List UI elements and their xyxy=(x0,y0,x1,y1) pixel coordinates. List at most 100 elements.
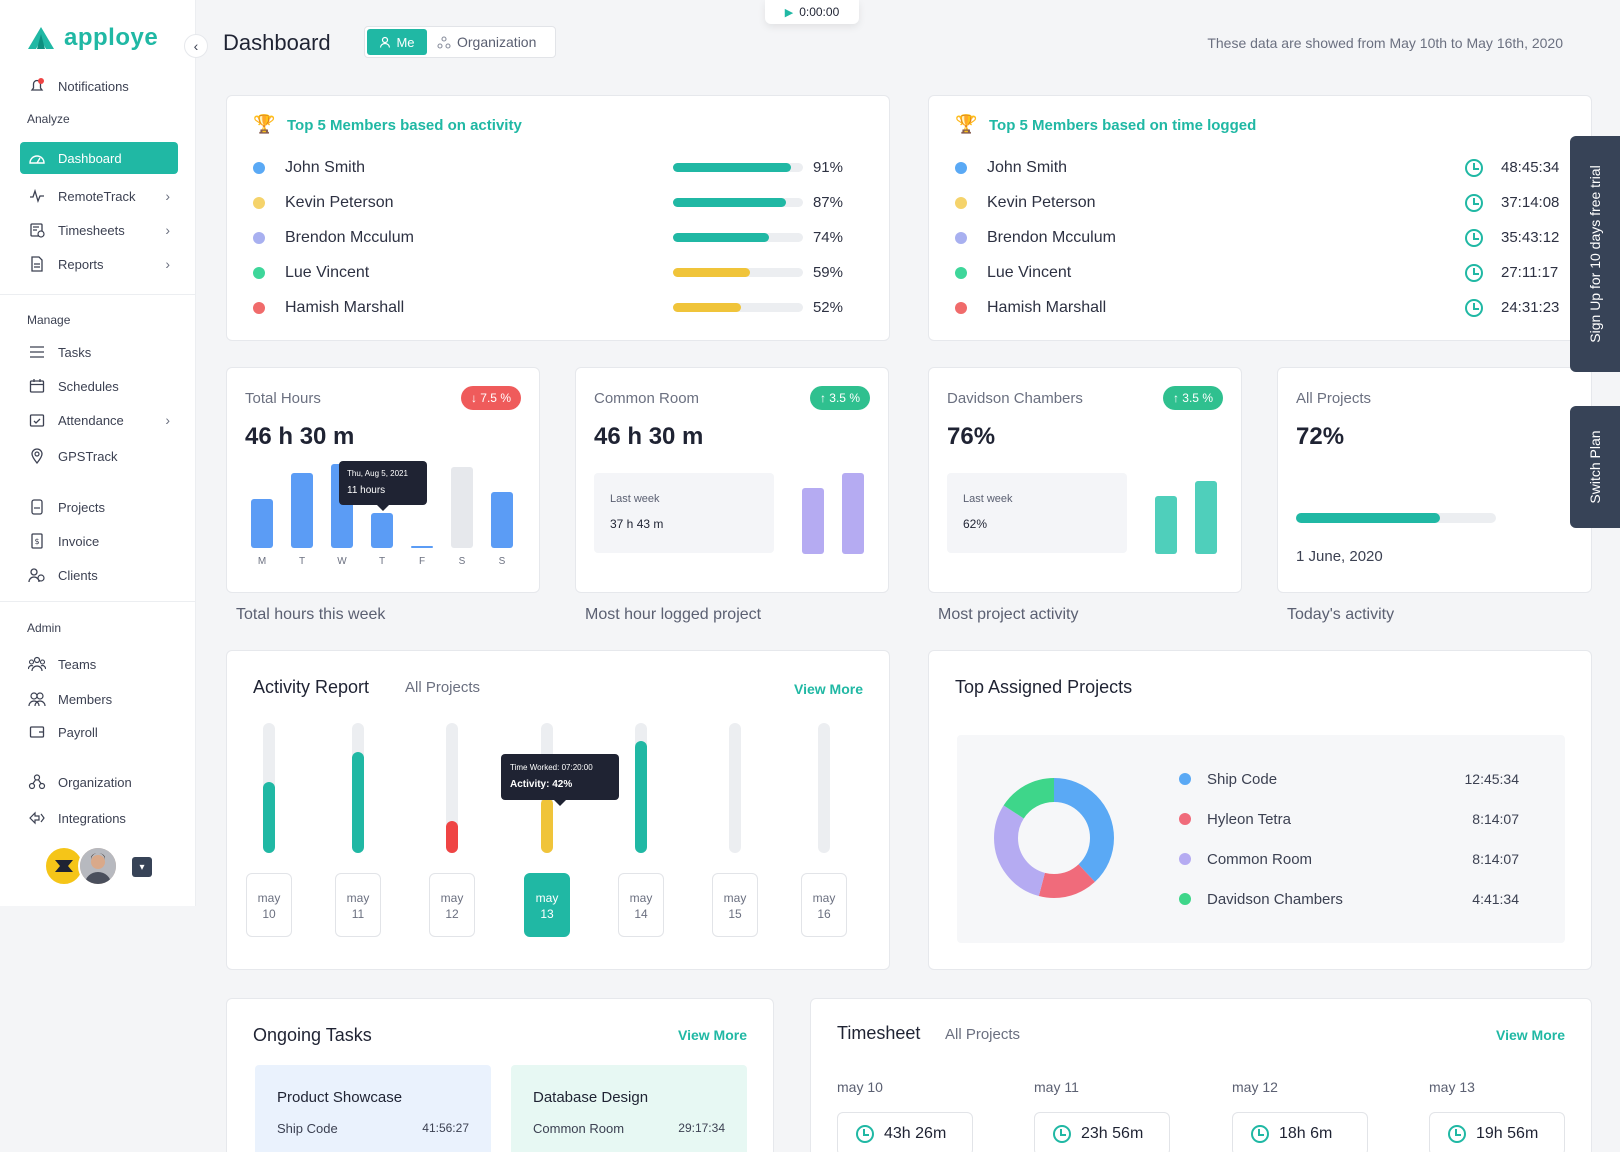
timer-widget[interactable]: ▶ 0:00:00 xyxy=(765,0,859,24)
stat-label: Total Hours xyxy=(245,390,321,407)
date-pill[interactable]: may 15 xyxy=(712,873,758,937)
project-filter[interactable]: All Projects xyxy=(405,679,481,696)
logo[interactable]: apploye xyxy=(26,24,158,52)
view-more-link[interactable]: View More xyxy=(678,1027,747,1043)
sidebar-item-label: Members xyxy=(58,691,113,707)
sidebar-item-timesheets[interactable]: Timesheets › xyxy=(20,214,178,246)
timesheet-entry[interactable]: 19h 56m xyxy=(1429,1112,1565,1152)
sidebar-item-dashboard[interactable]: Dashboard xyxy=(20,142,178,174)
date-pill[interactable]: may 11 xyxy=(335,873,381,937)
member-row: Hamish Marshall xyxy=(955,297,1106,319)
timesheet-entry[interactable]: 43h 26m xyxy=(837,1112,973,1152)
member-name: Hamish Marshall xyxy=(987,299,1107,316)
sidebar-item-organization[interactable]: Organization xyxy=(20,766,178,798)
member-dot xyxy=(955,162,967,174)
sidebar-item-attendance[interactable]: Attendance › xyxy=(20,404,178,436)
section-title: Top Assigned Projects xyxy=(955,677,1133,697)
donut-slice[interactable] xyxy=(994,778,1114,898)
card-title: Top 5 Members based on activity xyxy=(287,117,522,134)
sidebar-item-gpstrack[interactable]: GPSTrack xyxy=(20,440,178,472)
clock-icon xyxy=(1448,1125,1466,1143)
view-more-link[interactable]: View More xyxy=(794,681,863,697)
payroll-icon xyxy=(28,723,46,741)
legend-name: Ship Code xyxy=(1207,770,1278,788)
sidebar-item-clients[interactable]: Clients xyxy=(20,559,178,591)
invoice-icon: $ xyxy=(28,532,46,550)
sidebar-item-integrations[interactable]: Integrations xyxy=(20,802,178,834)
sidebar-item-schedules[interactable]: Schedules xyxy=(20,370,178,402)
sidebar-item-teams[interactable]: Teams xyxy=(20,648,178,680)
sidebar-item-label: Schedules xyxy=(58,378,119,394)
account-dropdown-button[interactable]: ▾ xyxy=(132,857,152,877)
stat-value: 72% xyxy=(1296,423,1345,450)
view-more-link[interactable]: View More xyxy=(1496,1027,1565,1043)
activity-track[interactable] xyxy=(446,723,458,853)
toggle-me-button[interactable]: Me xyxy=(367,29,427,55)
sidebar-item-projects[interactable]: Projects xyxy=(20,491,178,523)
member-dot xyxy=(955,197,967,209)
timesheet-entry[interactable]: 23h 56m xyxy=(1034,1112,1170,1152)
sidebar-item-remotetrack[interactable]: RemoteTrack › xyxy=(20,180,178,212)
activity-track[interactable] xyxy=(263,723,275,853)
week-bar[interactable] xyxy=(251,499,273,548)
collapse-sidebar-button[interactable]: ‹ xyxy=(184,34,208,58)
sidebar-item-notifications[interactable]: Notifications xyxy=(20,70,178,102)
sidebar-item-label: Payroll xyxy=(58,724,98,740)
week-bar[interactable] xyxy=(411,546,433,548)
switch-plan-tab[interactable]: Switch Plan xyxy=(1570,406,1620,528)
activity-track[interactable] xyxy=(818,723,830,853)
date-pill[interactable]: may 16 xyxy=(801,873,847,937)
week-bar[interactable] xyxy=(371,512,393,548)
clock-icon xyxy=(1465,299,1483,317)
member-dot xyxy=(253,197,265,209)
week-bar[interactable] xyxy=(451,467,473,548)
sidebar-item-members[interactable]: Members xyxy=(20,683,178,715)
activity-track[interactable] xyxy=(635,723,647,853)
toggle-me-label: Me xyxy=(396,34,415,50)
organization-icon xyxy=(437,35,451,49)
activity-level xyxy=(352,751,364,853)
activity-track[interactable] xyxy=(352,723,364,853)
toggle-organization-button[interactable]: Organization xyxy=(437,34,536,50)
avatar[interactable] xyxy=(78,846,118,886)
sidebar-item-invoice[interactable]: $ Invoice xyxy=(20,525,178,557)
week-bar[interactable] xyxy=(491,492,513,548)
date-pill[interactable]: may 13 xyxy=(524,873,570,937)
timesheet-hours: 23h 56m xyxy=(1081,1125,1144,1142)
activity-track[interactable] xyxy=(729,723,741,853)
donut-slice[interactable] xyxy=(994,778,1114,898)
free-trial-tab[interactable]: Sign Up for 10 days free trial xyxy=(1570,136,1620,372)
timesheet-icon xyxy=(28,221,46,239)
date-month: may xyxy=(440,891,464,905)
task-card[interactable]: Product Showcase Ship Code 41:56:27 xyxy=(255,1065,491,1152)
timesheet-entry[interactable]: 18h 6m xyxy=(1232,1112,1368,1152)
last-week-value: 62% xyxy=(963,517,988,531)
project-filter[interactable]: All Projects xyxy=(945,1026,1021,1043)
legend-name: Davidson Chambers xyxy=(1207,890,1343,908)
legend-row: Hyleon Tetra 8:14:07 xyxy=(1179,809,1519,829)
apploye-logo-icon xyxy=(28,27,54,49)
stat-label: Davidson Chambers xyxy=(947,390,1083,407)
sidebar-item-label: GPSTrack xyxy=(58,448,118,464)
sidebar-item-payroll[interactable]: Payroll xyxy=(20,716,178,748)
date-pill[interactable]: may 12 xyxy=(429,873,475,937)
progress-bar xyxy=(1296,513,1496,523)
trend-badge: ↑ 3.5 % xyxy=(1162,386,1223,410)
sidebar-item-tasks[interactable]: Tasks xyxy=(20,336,178,368)
task-name: Database Design xyxy=(533,1089,649,1106)
week-bar[interactable] xyxy=(291,473,313,548)
date-day: 10 xyxy=(262,907,276,921)
org-avatar[interactable] xyxy=(44,846,84,886)
date-pill[interactable]: may 14 xyxy=(618,873,664,937)
stat-label: Common Room xyxy=(594,390,700,407)
task-card[interactable]: Database Design Common Room 29:17:34 xyxy=(511,1065,747,1152)
member-name: John Smith xyxy=(987,159,1068,176)
activity-pct: 87% xyxy=(812,194,843,211)
trophy-icon: 🏆 xyxy=(253,114,276,134)
donut-slice[interactable] xyxy=(994,778,1114,898)
activity-bar xyxy=(673,163,803,172)
sidebar-item-label: Tasks xyxy=(58,344,92,360)
date-pill[interactable]: may 10 xyxy=(246,873,292,937)
timesheet-day: may 13 xyxy=(1429,1079,1475,1095)
sidebar-item-reports[interactable]: Reports › xyxy=(20,248,178,280)
